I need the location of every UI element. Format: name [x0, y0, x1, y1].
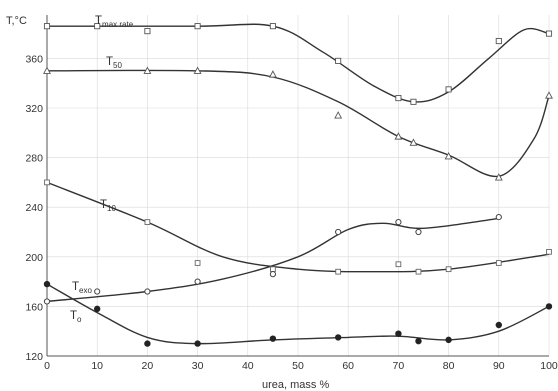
series-3-point-3	[194, 278, 201, 285]
series-4-point-2	[144, 340, 151, 347]
series-4-point-10	[545, 303, 553, 310]
x-tick-40: 40	[242, 360, 254, 372]
series-2-point-8	[495, 260, 502, 266]
series-4-point-8	[445, 336, 452, 344]
series-0-point-1	[94, 23, 101, 30]
series-0-point-4	[269, 23, 276, 30]
series-label-t10-main: T	[100, 199, 107, 211]
x-tick-50: 50	[292, 360, 304, 372]
x-tick-90: 90	[493, 360, 505, 372]
series-4-point-0	[43, 280, 51, 288]
series-1-point-9	[545, 91, 553, 99]
x-tick-100: 100	[540, 360, 558, 372]
series-0-point-2	[144, 28, 151, 35]
series-1-point-7	[444, 152, 453, 160]
series-2-point-6	[415, 268, 422, 275]
series-3-point-2	[144, 288, 151, 295]
y-tick-240: 240	[25, 202, 43, 214]
series-3-curve	[46, 217, 499, 303]
series-0-point-6	[395, 95, 402, 102]
series-3-point-1	[94, 288, 101, 295]
series-4-point-3	[194, 340, 201, 347]
series-1-point-8	[494, 173, 503, 181]
series-1-point-2	[193, 66, 202, 74]
series-markers	[43, 23, 553, 347]
series-2-point-0	[44, 179, 50, 186]
series-3-point-0	[43, 298, 51, 305]
series-4-point-1	[93, 305, 101, 313]
y-tick-320: 320	[25, 103, 43, 115]
series-2-point-7	[445, 266, 452, 273]
series-2-point-4	[335, 268, 342, 275]
series-2-point-5	[395, 261, 402, 268]
series-3-point-6	[395, 218, 402, 226]
series-3-point-7	[415, 228, 422, 236]
series-0-point-10	[545, 30, 553, 37]
series-4-curve	[46, 283, 550, 345]
series-0-point-9	[495, 37, 502, 45]
series-4-point-4	[269, 335, 277, 342]
series-3-point-4	[269, 271, 276, 278]
x-tick-labels: 0 10 20 30 40 50 60 70 80 90 100	[44, 360, 558, 372]
x-tick-30: 30	[192, 360, 204, 372]
series-0-point-5	[335, 57, 342, 64]
series-1-point-1	[143, 66, 152, 74]
series-2-point-1	[144, 219, 151, 225]
series-0-point-0	[43, 23, 51, 30]
x-tick-10: 10	[91, 360, 103, 372]
series-0-point-7	[410, 98, 417, 105]
series-label-t50-main: T	[106, 56, 113, 68]
series-0-point-8	[445, 86, 452, 93]
y-tick-280: 280	[25, 153, 43, 165]
series-4-point-6	[395, 330, 402, 337]
series-1-point-4	[334, 111, 343, 119]
series-3-point-8	[495, 214, 502, 221]
series-label-texo-sub: exo	[79, 286, 92, 295]
x-tick-20: 20	[142, 360, 154, 372]
series-4-point-7	[415, 337, 422, 345]
series-label-to: To	[70, 310, 82, 324]
series-label-t10: T10	[100, 199, 116, 213]
series-label-to-main: T	[70, 310, 77, 322]
series-label-t50-sub: 50	[113, 61, 122, 70]
y-tick-200: 200	[25, 252, 43, 264]
x-tick-80: 80	[443, 360, 455, 372]
y-tick-120: 120	[25, 351, 43, 363]
y-tick-360: 360	[25, 53, 43, 65]
series-label-tmax-rate-main: T	[95, 15, 102, 27]
y-tick-160: 160	[25, 301, 43, 313]
y-axis-label: T,°C	[6, 15, 27, 27]
series-1-point-5	[394, 132, 403, 140]
series-3-point-5	[335, 228, 342, 236]
series-1-point-6	[409, 138, 418, 146]
series-label-tmax-rate: Tmax rate	[95, 15, 134, 29]
series-4-point-5	[334, 334, 342, 341]
series-label-t10-sub: 10	[107, 204, 116, 213]
series-1-point-3	[268, 70, 277, 78]
series-label-texo: Texo	[72, 281, 92, 295]
x-axis-label: urea, mass %	[262, 379, 329, 391]
series-label-to-sub: o	[77, 315, 82, 324]
series-1-point-0	[43, 66, 51, 74]
series-4-point-9	[495, 321, 502, 329]
x-tick-60: 60	[342, 360, 354, 372]
series-label-t50: T50	[106, 56, 122, 70]
series-label-tmax-rate-sub: max rate	[102, 20, 134, 29]
series-0-point-3	[194, 23, 201, 30]
x-tick-70: 70	[393, 360, 405, 372]
x-tick-0: 0	[44, 360, 50, 372]
series-label-texo-main: T	[72, 281, 79, 293]
series-2-point-3	[270, 266, 276, 273]
series-2-point-9	[546, 248, 552, 255]
y-tick-labels: 120 160 200 240 280 320 360	[25, 53, 43, 363]
grid	[46, 15, 550, 357]
series-2-point-2	[194, 260, 201, 266]
